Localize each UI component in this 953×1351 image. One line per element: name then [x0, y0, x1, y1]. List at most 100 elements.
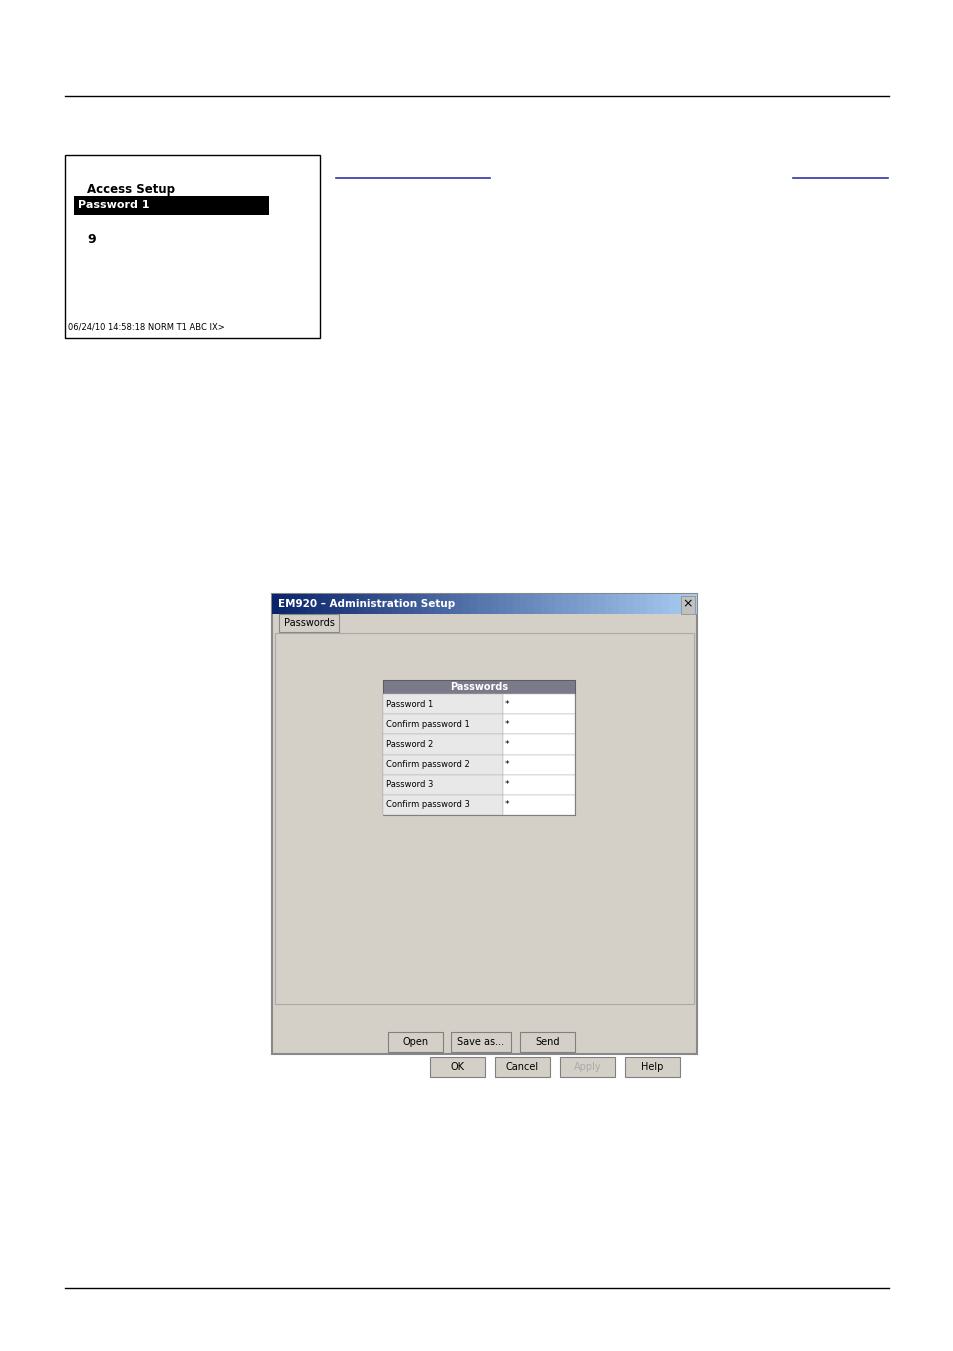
- Bar: [540, 594, 548, 613]
- Bar: [329, 594, 335, 613]
- Bar: [335, 594, 342, 613]
- Bar: [484, 594, 491, 613]
- Text: OK: OK: [450, 1062, 464, 1071]
- Bar: [598, 594, 604, 613]
- Bar: [449, 594, 456, 613]
- Bar: [654, 594, 660, 613]
- Bar: [502, 794, 575, 815]
- Bar: [583, 594, 590, 613]
- Bar: [624, 1056, 679, 1077]
- Text: Confirm password 2: Confirm password 2: [386, 761, 469, 769]
- Bar: [382, 694, 502, 715]
- Bar: [382, 715, 575, 735]
- Bar: [321, 594, 329, 613]
- Bar: [435, 594, 441, 613]
- Text: Send: Send: [535, 1038, 559, 1047]
- Bar: [498, 594, 505, 613]
- Text: Password 3: Password 3: [386, 781, 433, 789]
- Text: Passwords: Passwords: [283, 617, 335, 628]
- Text: Password 2: Password 2: [386, 740, 433, 748]
- Bar: [618, 594, 625, 613]
- Bar: [430, 1056, 484, 1077]
- Bar: [300, 594, 307, 613]
- Text: Passwords: Passwords: [450, 682, 508, 692]
- Bar: [502, 735, 575, 754]
- Text: EM920 – Administration Setup: EM920 – Administration Setup: [277, 598, 455, 609]
- Bar: [314, 594, 321, 613]
- Bar: [377, 594, 385, 613]
- Bar: [342, 594, 350, 613]
- Text: Access Setup: Access Setup: [87, 182, 174, 196]
- Bar: [612, 594, 618, 613]
- Bar: [420, 594, 427, 613]
- Bar: [382, 680, 575, 694]
- Bar: [385, 594, 392, 613]
- Bar: [382, 794, 575, 815]
- Text: 06/24/10 14:58:18 NORM T1 ABC IX>: 06/24/10 14:58:18 NORM T1 ABC IX>: [68, 322, 225, 331]
- Bar: [476, 594, 484, 613]
- Bar: [502, 694, 575, 715]
- Bar: [392, 594, 399, 613]
- Bar: [371, 594, 377, 613]
- Bar: [675, 594, 682, 613]
- Bar: [519, 1032, 575, 1052]
- Bar: [505, 594, 513, 613]
- Bar: [427, 594, 435, 613]
- Bar: [382, 774, 502, 794]
- Text: Open: Open: [402, 1038, 428, 1047]
- Bar: [548, 594, 555, 613]
- Bar: [414, 594, 420, 613]
- Bar: [272, 594, 279, 613]
- Text: Password 1: Password 1: [386, 700, 433, 708]
- Bar: [689, 594, 697, 613]
- Bar: [272, 594, 697, 1054]
- Bar: [356, 594, 364, 613]
- Text: *: *: [504, 800, 509, 809]
- Text: ×: ×: [682, 597, 693, 611]
- Bar: [388, 1032, 442, 1052]
- Bar: [569, 594, 576, 613]
- Text: 9: 9: [87, 232, 95, 246]
- Text: Confirm password 3: Confirm password 3: [386, 800, 470, 809]
- Bar: [382, 754, 502, 774]
- Bar: [382, 715, 502, 735]
- Bar: [456, 594, 463, 613]
- Bar: [307, 594, 314, 613]
- Bar: [364, 594, 371, 613]
- Bar: [562, 594, 569, 613]
- Bar: [470, 594, 476, 613]
- Text: *: *: [504, 740, 509, 748]
- Bar: [660, 594, 668, 613]
- Bar: [647, 594, 654, 613]
- Bar: [406, 594, 414, 613]
- Text: Apply: Apply: [573, 1062, 600, 1071]
- Bar: [451, 1032, 511, 1052]
- Bar: [555, 594, 562, 613]
- Bar: [534, 594, 540, 613]
- Bar: [293, 594, 300, 613]
- Bar: [382, 735, 575, 754]
- Bar: [576, 594, 583, 613]
- Bar: [668, 594, 675, 613]
- Bar: [463, 594, 470, 613]
- Bar: [502, 774, 575, 794]
- Text: *: *: [504, 700, 509, 708]
- Bar: [382, 754, 575, 774]
- Bar: [513, 594, 519, 613]
- Bar: [441, 594, 449, 613]
- Text: *: *: [504, 720, 509, 728]
- Text: Help: Help: [640, 1062, 663, 1071]
- Bar: [278, 613, 338, 632]
- Bar: [382, 735, 502, 754]
- Bar: [350, 594, 356, 613]
- Bar: [590, 594, 598, 613]
- Text: Confirm password 1: Confirm password 1: [386, 720, 469, 728]
- Bar: [399, 594, 406, 613]
- Bar: [491, 594, 498, 613]
- Text: Save as...: Save as...: [456, 1038, 504, 1047]
- Text: *: *: [504, 781, 509, 789]
- Bar: [279, 594, 286, 613]
- Bar: [502, 715, 575, 735]
- Bar: [382, 694, 575, 715]
- Bar: [639, 594, 647, 613]
